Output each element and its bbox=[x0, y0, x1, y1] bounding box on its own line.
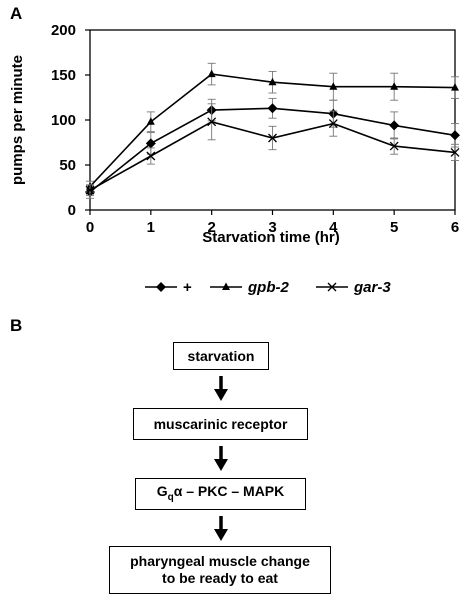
data-point bbox=[389, 141, 399, 151]
data-point bbox=[268, 133, 277, 143]
flow-step-signaling: Gqα – PKC – MAPK bbox=[135, 478, 306, 510]
pharyngeal-line-2: to be ready to eat bbox=[162, 570, 278, 586]
flow-arrow-1 bbox=[214, 376, 228, 401]
x-tick-label: 1 bbox=[147, 219, 155, 236]
y-tick-label: 100 bbox=[51, 112, 76, 129]
data-point bbox=[267, 103, 278, 114]
y-tick-label: 200 bbox=[51, 22, 76, 39]
data-point bbox=[329, 82, 338, 90]
pharyngeal-line-1: pharyngeal muscle change bbox=[130, 553, 310, 569]
data-point bbox=[145, 138, 156, 149]
data-point bbox=[207, 69, 216, 78]
legend-marker bbox=[156, 282, 166, 292]
y-tick-label: 150 bbox=[51, 67, 76, 84]
flow-step-muscarinic-receptor: muscarinic receptor bbox=[133, 408, 308, 440]
data-point bbox=[85, 185, 95, 195]
data-point bbox=[328, 119, 338, 129]
flow-arrow-3 bbox=[214, 516, 228, 541]
data-point bbox=[389, 120, 400, 131]
data-point bbox=[146, 117, 155, 125]
data-point bbox=[268, 77, 277, 86]
flow-step-muscarinic-receptor-text: muscarinic receptor bbox=[153, 415, 288, 432]
flow-step-starvation-text: starvation bbox=[187, 347, 255, 364]
flow-step-pharyngeal-muscle: pharyngeal muscle change to be ready to … bbox=[109, 546, 331, 594]
x-marker-stroke bbox=[268, 133, 277, 143]
legend: + gpb-2 gar-3 bbox=[145, 279, 391, 296]
data-point bbox=[450, 147, 460, 157]
x-marker-stroke bbox=[146, 151, 156, 161]
y-tick-label: 50 bbox=[59, 157, 76, 174]
series-wildtype bbox=[85, 97, 460, 199]
plot-frame bbox=[89, 29, 456, 211]
legend-label: gpb-2 bbox=[247, 279, 289, 296]
x-marker-stroke bbox=[85, 185, 95, 195]
y-axis-label: pumps per minute bbox=[9, 55, 26, 185]
x-axis-label: Starvation time (hr) bbox=[202, 229, 340, 246]
line-chart: 0 50 100 150 200 0 1 2 3 4 5 6 pumps per minute Sta… bbox=[9, 22, 460, 296]
legend-item: + bbox=[145, 279, 192, 296]
data-point bbox=[450, 130, 460, 141]
legend-label: gar-3 bbox=[353, 279, 391, 296]
legend-label: + bbox=[183, 279, 192, 296]
x-marker-stroke bbox=[327, 282, 337, 292]
x-tick-label: 5 bbox=[390, 219, 398, 236]
data-point bbox=[451, 83, 459, 91]
x-marker-stroke bbox=[389, 141, 399, 151]
data-point bbox=[146, 151, 156, 161]
flow-step-signaling-text: Gqα – PKC – MAPK bbox=[157, 483, 285, 506]
x-tick-label: 2 bbox=[207, 219, 215, 236]
series-gar-3 bbox=[85, 103, 460, 197]
legend-item: gpb-2 bbox=[210, 279, 289, 296]
flow-step-pharyngeal-muscle-text: pharyngeal muscle change to be ready to … bbox=[130, 553, 310, 587]
gq-main: G bbox=[156, 482, 168, 499]
data-point bbox=[207, 117, 217, 127]
legend-item: gar-3 bbox=[316, 279, 391, 296]
x-marker-stroke bbox=[207, 117, 217, 127]
gq-subscript: q bbox=[167, 491, 174, 503]
data-point bbox=[390, 82, 399, 90]
y-tick-label: 0 bbox=[68, 202, 76, 219]
x-marker-stroke bbox=[328, 119, 338, 129]
legend-marker bbox=[222, 282, 230, 290]
x-marker-stroke bbox=[450, 147, 460, 157]
x-tick-label: 6 bbox=[451, 219, 459, 236]
signaling-rest: α – PKC – MAPK bbox=[173, 482, 285, 499]
flow-step-starvation: starvation bbox=[173, 342, 269, 370]
panel-a-label: A bbox=[10, 4, 23, 23]
flow-arrow-2 bbox=[214, 446, 228, 471]
x-tick-label: 3 bbox=[268, 219, 276, 236]
x-tick-label: 0 bbox=[86, 219, 94, 236]
panel-b-label: B bbox=[10, 316, 23, 335]
x-tick-label: 4 bbox=[329, 219, 338, 236]
legend-marker bbox=[327, 282, 337, 292]
